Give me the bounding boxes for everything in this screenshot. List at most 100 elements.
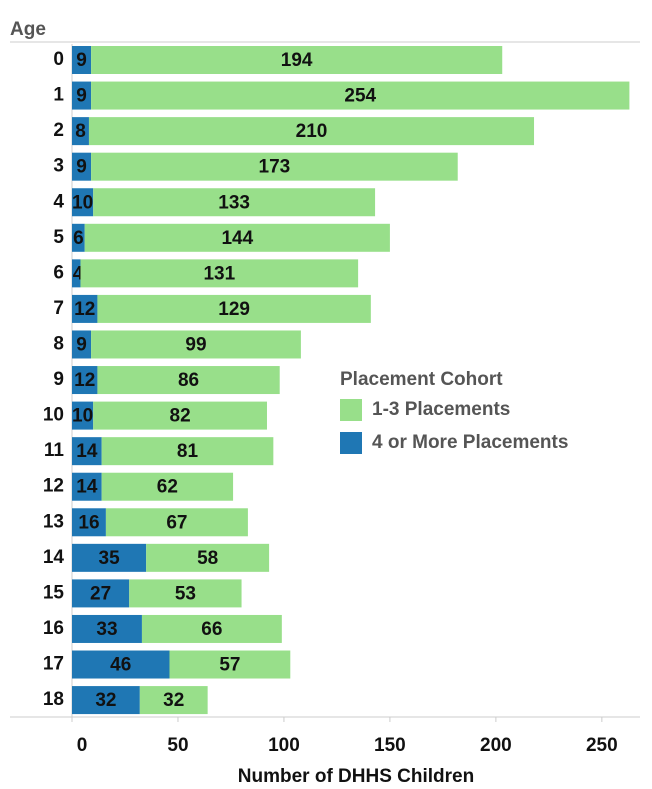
bar-segment xyxy=(80,259,359,288)
bar-value-label: 66 xyxy=(201,619,222,640)
x-tick-label: 250 xyxy=(586,735,618,756)
bar-segment xyxy=(88,117,535,146)
bar-value-label: 254 xyxy=(344,86,376,107)
bar-segment xyxy=(72,650,170,679)
y-tick-label: 18 xyxy=(43,689,64,710)
bar-segment xyxy=(72,188,94,217)
y-tick-label: 16 xyxy=(43,618,64,639)
bar-value-label: 14 xyxy=(76,441,98,462)
bar-value-label: 57 xyxy=(219,655,240,676)
bar-value-label: 10 xyxy=(72,192,93,213)
y-tick-label: 6 xyxy=(53,262,64,283)
bar-value-label: 46 xyxy=(110,655,131,676)
bar-segment xyxy=(91,152,458,181)
bar-value-label: 6 xyxy=(73,228,84,249)
legend-label: 1-3 Placements xyxy=(372,399,510,420)
bar-value-label: 8 xyxy=(75,121,86,142)
bar-segment xyxy=(72,401,94,430)
bar-segment xyxy=(72,330,92,359)
bar-value-label: 9 xyxy=(76,50,87,71)
bar-value-label: 62 xyxy=(157,477,178,498)
bar-value-label: 9 xyxy=(76,334,87,355)
y-tick-label: 17 xyxy=(43,654,64,675)
bar-segment xyxy=(129,579,242,608)
bar-segment xyxy=(72,259,81,288)
bar-segment xyxy=(97,294,371,323)
bar-segment xyxy=(139,686,208,715)
bar-segment xyxy=(93,188,376,217)
bar-segment xyxy=(91,46,503,74)
bar-value-label: 32 xyxy=(163,690,184,711)
bar-segment xyxy=(72,579,130,608)
bar-value-label: 99 xyxy=(185,334,206,355)
legend-swatch xyxy=(340,432,362,454)
x-tick-label: 50 xyxy=(167,735,188,756)
bar-value-label: 4 xyxy=(73,263,84,284)
y-tick-label: 15 xyxy=(43,582,65,603)
bar-value-label: 131 xyxy=(203,263,235,284)
bar-value-label: 129 xyxy=(218,299,250,320)
x-tick-label: 150 xyxy=(374,735,406,756)
x-tick-label: 0 xyxy=(77,735,88,756)
bar-segment xyxy=(72,294,98,323)
bar-value-label: 14 xyxy=(76,477,98,498)
bar-value-label: 173 xyxy=(259,157,291,178)
bar-segment xyxy=(91,81,630,110)
bar-value-label: 35 xyxy=(99,548,121,569)
x-axis-title: Number of DHHS Children xyxy=(238,766,474,787)
y-tick-label: 9 xyxy=(53,369,64,390)
bar-value-label: 58 xyxy=(197,548,218,569)
y-tick-label: 13 xyxy=(43,511,64,532)
bar-value-label: 12 xyxy=(74,370,95,391)
bar-segment xyxy=(72,366,98,395)
bar-value-label: 67 xyxy=(166,512,187,533)
y-tick-label: 7 xyxy=(53,298,64,319)
x-tick-label: 100 xyxy=(268,735,300,756)
y-tick-label: 8 xyxy=(53,333,64,354)
bar-value-label: 210 xyxy=(296,121,328,142)
bar-segment xyxy=(72,117,89,146)
legend-label: 4 or More Placements xyxy=(372,432,568,453)
bar-segment xyxy=(97,366,280,395)
bar-value-label: 53 xyxy=(175,583,196,604)
bar-value-label: 27 xyxy=(90,583,111,604)
bar-value-label: 32 xyxy=(95,690,116,711)
bar-segment xyxy=(91,330,301,359)
bar-segment xyxy=(72,437,102,466)
y-tick-label: 1 xyxy=(53,85,64,106)
bar-segment xyxy=(72,152,92,181)
bar-segment xyxy=(101,472,234,501)
legend-swatch xyxy=(340,399,362,421)
bar-segment xyxy=(72,223,85,252)
bar-segment xyxy=(105,508,248,537)
y-tick-label: 5 xyxy=(53,227,64,248)
y-axis-title: Age xyxy=(10,19,46,40)
bar-value-label: 194 xyxy=(281,50,313,71)
y-tick-label: 14 xyxy=(43,547,65,568)
bar-segment xyxy=(72,686,140,715)
bar-value-label: 133 xyxy=(218,192,250,213)
y-tick-label: 4 xyxy=(53,191,64,212)
bar-segment xyxy=(84,223,390,252)
y-tick-label: 12 xyxy=(43,476,64,497)
bar-segment xyxy=(72,81,92,110)
bar-value-label: 33 xyxy=(96,619,117,640)
y-tick-label: 0 xyxy=(53,49,64,70)
bar-value-label: 9 xyxy=(76,157,87,178)
y-tick-label: 11 xyxy=(44,440,65,461)
bar-segment xyxy=(101,437,274,466)
bar-value-label: 81 xyxy=(177,441,199,462)
legend-title: Placement Cohort xyxy=(340,369,503,390)
y-tick-label: 2 xyxy=(53,120,64,141)
y-tick-label: 3 xyxy=(53,156,64,177)
bar-value-label: 86 xyxy=(178,370,199,391)
bar-value-label: 10 xyxy=(72,406,93,427)
bar-segment xyxy=(93,401,267,430)
bar-segment xyxy=(72,508,106,537)
bar-value-label: 9 xyxy=(76,86,87,107)
bar-value-label: 82 xyxy=(170,406,191,427)
bar-value-label: 144 xyxy=(221,228,253,249)
bar-segment xyxy=(169,650,291,679)
bar-value-label: 12 xyxy=(74,299,95,320)
